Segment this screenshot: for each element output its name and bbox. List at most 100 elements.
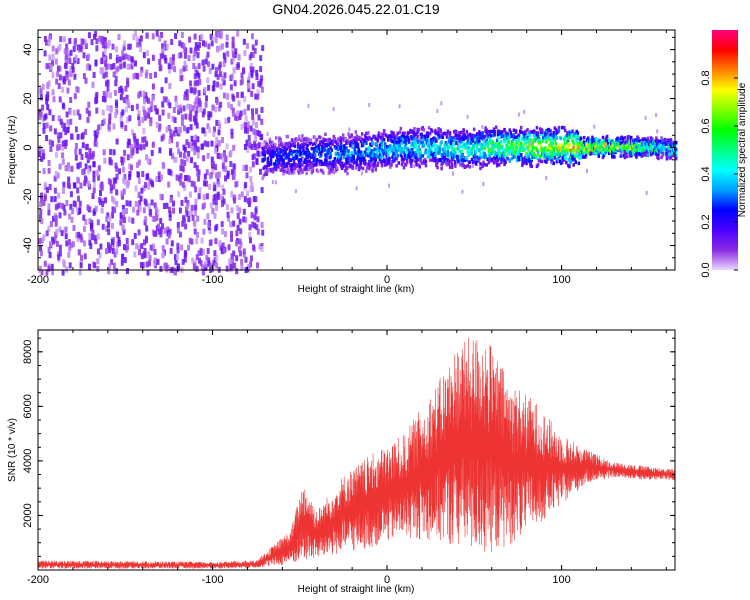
spectrogram-cell — [299, 160, 302, 165]
spectrogram-cell — [174, 156, 178, 163]
spectrogram-cell — [185, 210, 189, 217]
spectrogram-cell — [484, 154, 487, 158]
spectrogram-cell — [136, 143, 140, 150]
spectrogram-cell — [335, 166, 339, 170]
spectrogram-cell — [251, 119, 255, 126]
spectrogram-cell — [261, 176, 264, 181]
spectrogram-cell — [403, 131, 407, 135]
spectrogram-cell — [114, 75, 118, 82]
spectrogram-cell — [565, 156, 568, 161]
spectrogram-cell — [214, 147, 217, 154]
spectrogram-cell — [427, 139, 431, 143]
spectrogram-cell — [105, 225, 109, 232]
spectrogram-cell — [414, 143, 417, 148]
spectrogram-cell — [155, 121, 159, 128]
spectrogram-cell — [251, 44, 255, 51]
spectrogram-cell — [434, 147, 437, 152]
spectrogram-cell — [360, 132, 364, 136]
spectrogram-cell — [117, 236, 121, 243]
spectrogram-cell — [206, 248, 210, 254]
spectrogram-cell — [153, 71, 157, 78]
spectrogram-cell — [197, 193, 201, 200]
spectrogram-cell — [213, 193, 217, 200]
spectrogram-cell — [158, 35, 162, 42]
spectrogram-cell — [484, 126, 487, 130]
spectrogram-cell — [53, 196, 57, 203]
spectrogram-cell — [441, 161, 444, 165]
spectrogram-cell — [122, 44, 126, 51]
spectrogram-cell — [247, 82, 251, 89]
spectrogram-cell — [402, 137, 406, 142]
spectrogram-cell — [289, 158, 293, 162]
spectrogram-cell — [503, 162, 506, 167]
spectrogram-cell — [105, 248, 109, 255]
spectrogram-cell — [232, 110, 235, 117]
spectrogram-cell — [107, 178, 111, 185]
spectrogram-cell — [236, 212, 240, 219]
spectrogram-cell — [279, 158, 282, 162]
spectrogram-cell — [415, 132, 418, 136]
spectrogram-cell — [57, 115, 61, 122]
spectrogram-cell — [382, 138, 386, 142]
colorbar-gradient — [712, 30, 738, 270]
spectrogram-cell — [203, 140, 207, 147]
spectrogram-cell — [193, 87, 197, 94]
spectrogram-cell — [361, 153, 365, 157]
spectrogram-cell — [382, 129, 386, 133]
spectrogram-cell — [145, 140, 149, 147]
spectrogram-cell — [221, 184, 225, 191]
spectrogram-cell — [573, 157, 576, 161]
spectrogram-cell — [602, 148, 606, 152]
spectrogram-cell — [317, 147, 321, 151]
spectrogram-cell — [94, 60, 98, 67]
spectrogram-cell — [161, 101, 165, 108]
spectrogram-cell — [47, 209, 51, 216]
spectrogram-cell — [445, 135, 449, 139]
spectrogram-cell — [65, 200, 69, 206]
spectrogram-cell — [411, 154, 414, 158]
spectrogram-cell — [217, 181, 221, 188]
spectrogram-cell — [298, 137, 301, 142]
spectrogram-cell — [306, 159, 309, 163]
spectrogram-cell — [54, 220, 58, 227]
spectrogram-cell — [222, 247, 226, 254]
spectrogram-cell — [387, 154, 390, 159]
spectrogram-cell — [128, 200, 132, 207]
spectrogram-cell — [581, 155, 585, 159]
spectrogram-cell — [215, 67, 218, 73]
spectrogram-cell — [358, 153, 362, 158]
colorbar-tick-label: 0.2 — [700, 214, 712, 229]
spectrogram-cell — [239, 110, 243, 117]
spectrogram-cell — [557, 145, 561, 150]
spectrogram-cell — [234, 48, 238, 55]
spectrogram-cell — [367, 137, 370, 141]
spectrogram-cell — [169, 129, 173, 136]
spectrogram-cell — [264, 150, 267, 154]
spectrogram-cell — [203, 218, 207, 225]
spectrogram-cell — [206, 141, 210, 148]
spectrogram-cell — [214, 37, 218, 44]
spectrogram-cell — [133, 233, 137, 239]
spectrogram-cell — [514, 129, 518, 133]
spectrogram-cell — [228, 258, 232, 265]
y-tick-label: -20 — [22, 189, 34, 205]
spectrogram-cell — [329, 155, 332, 159]
spectrogram-cell — [304, 142, 307, 146]
spectrogram-cell — [288, 147, 292, 151]
spectrogram-cell — [529, 162, 532, 166]
spectrogram-cell — [574, 160, 577, 164]
spectrogram-cell — [324, 138, 327, 142]
spectrogram-cell — [476, 136, 479, 140]
spectrogram-cell — [380, 144, 384, 149]
spectrogram-cell — [259, 168, 262, 175]
spectrogram-cell — [312, 150, 316, 155]
spectrogram-cell — [167, 63, 171, 70]
spectrogram-cell — [503, 152, 506, 157]
spectrogram-cell — [254, 39, 258, 46]
spectrogram-cell — [186, 103, 190, 110]
spectrogram-cell — [72, 182, 76, 189]
spectrogram-cell — [329, 151, 332, 156]
spectrogram-cell — [215, 119, 219, 126]
spectrogram-cell — [365, 131, 368, 136]
